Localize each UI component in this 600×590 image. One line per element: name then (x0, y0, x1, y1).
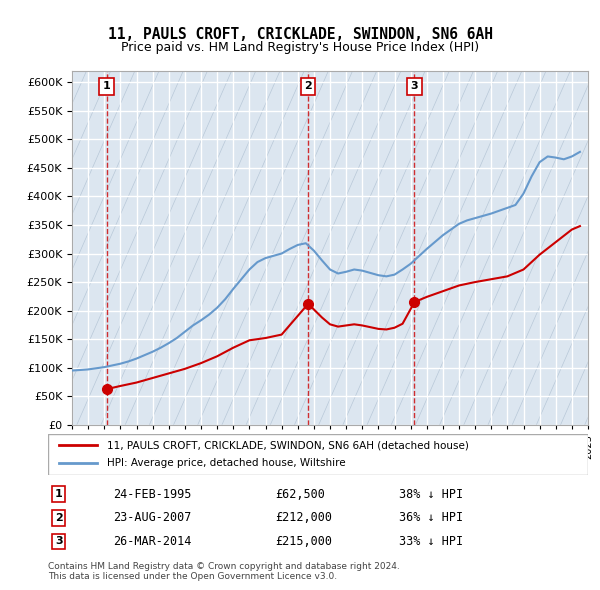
Text: 33% ↓ HPI: 33% ↓ HPI (399, 535, 463, 548)
Text: 26-MAR-2014: 26-MAR-2014 (113, 535, 191, 548)
Text: 1: 1 (103, 81, 110, 91)
Text: 1: 1 (55, 489, 62, 499)
Text: 3: 3 (55, 536, 62, 546)
Text: 38% ↓ HPI: 38% ↓ HPI (399, 487, 463, 501)
Text: 11, PAULS CROFT, CRICKLADE, SWINDON, SN6 6AH (detached house): 11, PAULS CROFT, CRICKLADE, SWINDON, SN6… (107, 440, 469, 450)
Text: This data is licensed under the Open Government Licence v3.0.: This data is licensed under the Open Gov… (48, 572, 337, 581)
Text: Price paid vs. HM Land Registry's House Price Index (HPI): Price paid vs. HM Land Registry's House … (121, 41, 479, 54)
Text: £215,000: £215,000 (275, 535, 332, 548)
Text: £212,000: £212,000 (275, 511, 332, 525)
Text: 2: 2 (304, 81, 312, 91)
Text: 24-FEB-1995: 24-FEB-1995 (113, 487, 191, 501)
Text: £62,500: £62,500 (275, 487, 325, 501)
Text: 11, PAULS CROFT, CRICKLADE, SWINDON, SN6 6AH: 11, PAULS CROFT, CRICKLADE, SWINDON, SN6… (107, 27, 493, 41)
Text: 3: 3 (410, 81, 418, 91)
Text: Contains HM Land Registry data © Crown copyright and database right 2024.: Contains HM Land Registry data © Crown c… (48, 562, 400, 571)
Text: HPI: Average price, detached house, Wiltshire: HPI: Average price, detached house, Wilt… (107, 458, 346, 468)
FancyBboxPatch shape (48, 434, 588, 475)
Text: 36% ↓ HPI: 36% ↓ HPI (399, 511, 463, 525)
Text: 2: 2 (55, 513, 62, 523)
Text: 23-AUG-2007: 23-AUG-2007 (113, 511, 191, 525)
